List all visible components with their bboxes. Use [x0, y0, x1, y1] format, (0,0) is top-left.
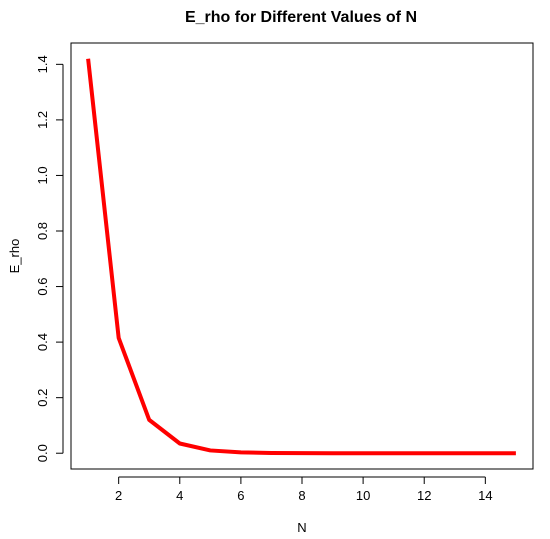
series-line	[86, 58, 516, 456]
x-tick-label: 6	[237, 488, 244, 503]
x-axis-label: N	[297, 520, 306, 535]
y-tick-label: 0.2	[35, 389, 50, 407]
x-tick-label: 4	[176, 488, 183, 503]
y-tick-label: 0.0	[35, 444, 50, 462]
x-tick-label: 10	[356, 488, 370, 503]
y-axis-label: E_rho	[7, 239, 22, 274]
y-axis: 0.0 0.2 0.4 0.6 0.8 1.0 1.2 1.4	[35, 55, 64, 462]
x-tick-label: 8	[298, 488, 305, 503]
y-tick-label: 0.6	[35, 278, 50, 296]
y-tick-label: 1.2	[35, 111, 50, 129]
y-tick-label: 1.0	[35, 166, 50, 184]
y-tick-label: 0.8	[35, 222, 50, 240]
plot-frame	[70, 42, 534, 470]
x-axis: 2 4 6 8 10 12 14	[115, 476, 493, 503]
y-tick-label: 0.4	[35, 333, 50, 351]
x-tick-label: 2	[115, 488, 122, 503]
y-tick-label: 1.4	[35, 55, 50, 73]
chart-title: E_rho for Different Values of N	[185, 9, 417, 26]
x-tick-label: 14	[478, 488, 492, 503]
x-tick-label: 12	[417, 488, 431, 503]
series-layer	[86, 58, 516, 456]
